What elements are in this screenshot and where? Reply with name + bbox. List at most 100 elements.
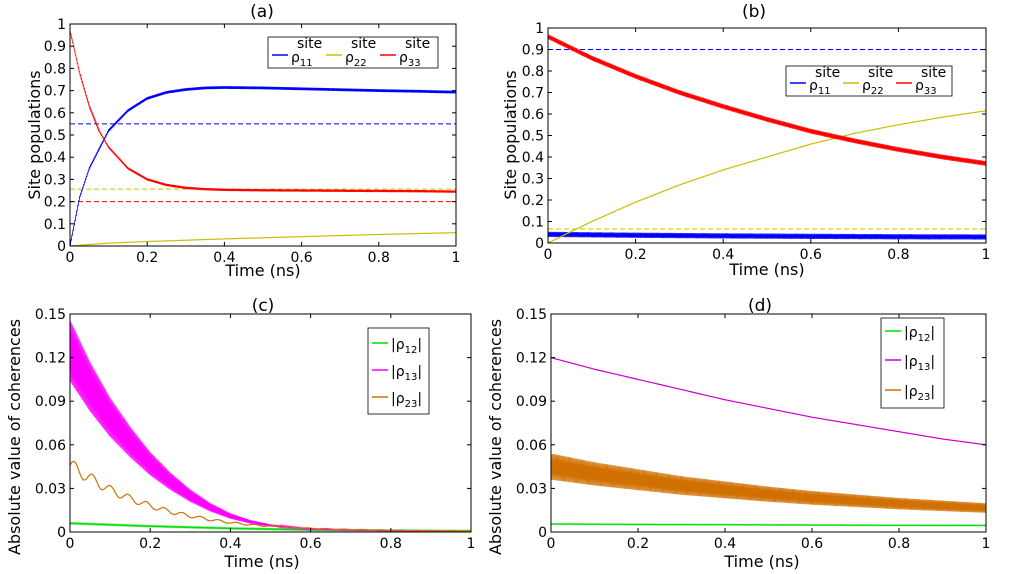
panel-d-title: (d) <box>748 296 772 316</box>
panel-c-legend-label-rho13: |ρ13| <box>391 364 422 383</box>
panel-d-xtick-label: 1 <box>982 536 991 552</box>
panel-c-series-group <box>70 319 471 532</box>
panel-b-ytick-label: 0.1 <box>522 215 544 231</box>
panel-b-ticks: 0 0.2 0.4 0.6 0.8 100.10.20.30.40.50.60.70.80… <box>522 21 991 263</box>
panel-d-ytick-label: 0.15 <box>516 307 547 323</box>
panel-a-ytick-label: 1 <box>57 17 66 33</box>
panel-b-legend-label-rho11: ρ11 <box>809 78 831 97</box>
panel-c-ytick-label: 0.06 <box>35 438 66 454</box>
panel-a-ytick-label: 0.4 <box>44 150 66 166</box>
panel-b-legend-sup-rho11: site <box>815 65 840 81</box>
panel-a-legend-label-rho11: ρ11 <box>291 50 313 69</box>
panel-c-xlabel: Time (ns) <box>223 552 299 571</box>
panel-c-ytick-label: 0.12 <box>35 351 66 367</box>
panel-c-axes-box <box>69 313 472 533</box>
panel-c-ytick-label: 0 <box>57 525 66 541</box>
panel-a-ytick-label: 0.6 <box>44 106 66 122</box>
panel-b-legend-label-rho33: ρ33 <box>915 78 937 97</box>
panel-b-ytick-label: 0.4 <box>522 150 544 166</box>
panel-a-series-group <box>70 29 456 246</box>
panel-a-xlabel: Time (ns) <box>224 261 300 280</box>
panel-b-xtick-label: 0.2 <box>624 247 646 263</box>
panel-a-legend-label-rho22: ρ22 <box>345 50 367 69</box>
panel-a-legend-label-rho33: ρ33 <box>399 50 421 69</box>
panel-d-xtick-label: 0.6 <box>801 536 823 552</box>
panel-a-legend-sup-rho11: site <box>297 36 322 52</box>
panel-b-xtick-label: 0 <box>544 247 553 263</box>
panel-b-legend-label-rho22: ρ22 <box>862 78 884 97</box>
panel-c-title: (c) <box>252 296 275 316</box>
panel-c-ytick-label: 0.09 <box>35 394 66 410</box>
panel-b-legend-sup-rho33: site <box>921 65 946 81</box>
panel-a-title: (a) <box>250 2 274 22</box>
panel-d-legend-label-rho13: |ρ13| <box>904 354 935 373</box>
panel-b-legend-sup-rho22: site <box>868 65 893 81</box>
panel-a: (a) 0 0.2 0.4 0.6 0.8 1 0 0.1 0.2 0.3 0.4 0.5 0.6 0.7… <box>25 2 460 280</box>
panel-b-xtick-label: 0.4 <box>712 247 734 263</box>
panel-c-plot <box>70 319 471 532</box>
panel-a-plot <box>70 29 456 246</box>
panel-b-series-group <box>548 34 986 243</box>
panel-a-ytick-label: 0.9 <box>44 39 66 55</box>
panel-a-legend-box <box>267 36 439 69</box>
panel-b-xlabel: Time (ns) <box>728 260 804 279</box>
panel-c-xtick-label: 0.8 <box>380 536 402 552</box>
panel-b-legend-box <box>785 65 953 97</box>
panel-b-series-33 <box>548 34 986 166</box>
panel-c-xtick-label: 0 <box>66 536 75 552</box>
panel-a-legend-sup-rho22: site <box>351 36 376 52</box>
panel-b-xtick-label: 0.8 <box>887 247 909 263</box>
panel-b: (b) 0 0.2 0.4 0.6 0.8 100.10.20.30.40.50.60.7… <box>501 2 990 279</box>
panel-c-xtick-label: 1 <box>467 536 476 552</box>
panel-d-xtick-label: 0.8 <box>888 536 910 552</box>
panel-d-ytick-label: 0 <box>538 525 547 541</box>
panel-a-ytick-label: 0 <box>57 239 66 255</box>
panel-d-series-12 <box>551 522 986 527</box>
panel-a-ytick-label: 0.7 <box>44 84 66 100</box>
panel-b-ytick-label: 0.9 <box>522 43 544 59</box>
panel-a-ytick-label: 0.2 <box>44 195 66 211</box>
panel-b-ytick-label: 1 <box>535 21 544 37</box>
panel-a-xtick-label: 0.6 <box>290 250 312 266</box>
panel-c-legend: |ρ12| |ρ13| |ρ23| <box>367 327 430 415</box>
panel-d-ytick-label: 0.06 <box>516 438 547 454</box>
panel-d-ticks: 0 0.2 0.4 0.6 0.8 1 0 0.03 0.06 0.09 0.12 0.15 <box>516 307 991 552</box>
panel-a-ticks: 0 0.2 0.4 0.6 0.8 1 0 0.1 0.2 0.3 0.4 0.5 0.6 0.7 0.8 0… <box>44 17 461 266</box>
panel-b-ytick-label: 0.3 <box>522 172 544 188</box>
panel-a-legend-sup-rho33: site <box>405 36 430 52</box>
panel-c: (c) 0 0.2 0.4 0.6 0.8 100.030.060.090.120.15 … <box>5 296 475 571</box>
panel-a-series-22 <box>70 232 456 246</box>
panel-b-legend: ρ11 site ρ22 site ρ33 site <box>785 65 953 97</box>
panel-a-xtick-label: 0 <box>66 250 75 266</box>
panel-d-axes-box <box>550 313 987 533</box>
panel-a-ytick-label: 0.1 <box>44 217 66 233</box>
panel-a-series-33 <box>70 29 456 193</box>
panel-b-title: (b) <box>742 2 766 22</box>
panel-c-ytick-label: 0.03 <box>35 481 66 497</box>
panel-b-ytick-label: 0.5 <box>522 129 544 145</box>
panel-c-ytick-label: 0.15 <box>35 307 66 323</box>
panel-d-ytick-label: 0.09 <box>516 394 547 410</box>
panel-d-series-13 <box>551 357 986 446</box>
panel-b-series-11 <box>548 231 986 240</box>
panel-a-ylabel: Site populations <box>25 70 44 199</box>
panel-c-ylabel: Absolute value of coherences <box>5 319 24 555</box>
panel-d-xlabel: Time (ns) <box>723 552 799 571</box>
panel-b-xtick-label: 0.6 <box>800 247 822 263</box>
panel-d-ylabel: Absolute value of coherences <box>486 319 505 555</box>
panel-b-series-22 <box>548 110 986 243</box>
panel-a-xtick-label: 1 <box>452 250 461 266</box>
panel-d-xtick-label: 0.2 <box>627 536 649 552</box>
panel-c-ticks: 0 0.2 0.4 0.6 0.8 1 0 0.03 0.06 0.09 0.12 0.15 <box>35 307 476 552</box>
panel-c-xtick-label: 0.2 <box>139 536 161 552</box>
panel-d-legend-box <box>880 317 945 409</box>
panel-a-xtick-label: 0.2 <box>136 250 158 266</box>
panel-d-series-23 <box>551 453 986 513</box>
panel-c-series-23 <box>70 460 471 532</box>
panel-d-legend: |ρ12| |ρ13| |ρ23| <box>880 317 945 409</box>
panel-b-ytick-label: 0.7 <box>522 86 544 102</box>
panel-b-xtick-label: 1 <box>982 247 991 263</box>
panel-d-xtick-label: 0.4 <box>714 536 736 552</box>
panel-a-series-11 <box>70 86 456 246</box>
